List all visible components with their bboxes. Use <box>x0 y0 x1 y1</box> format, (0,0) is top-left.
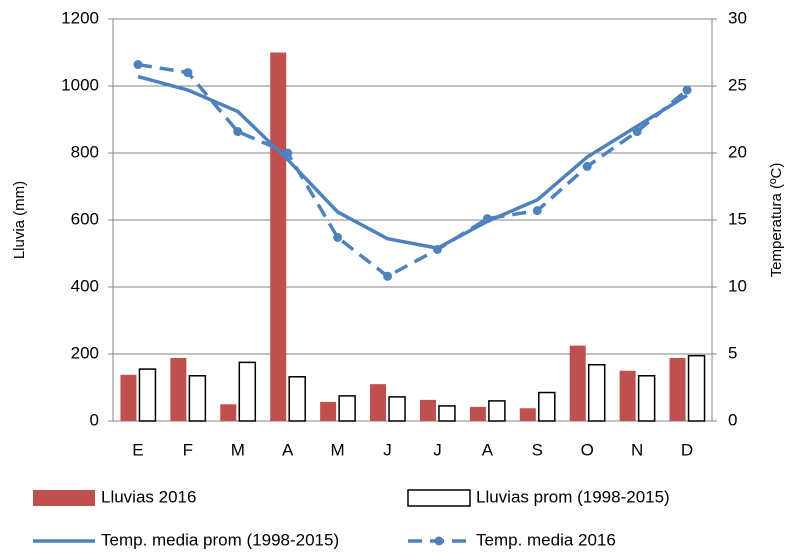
bar <box>619 370 636 421</box>
y-tick-label: 400 <box>71 276 99 295</box>
marker <box>133 60 143 70</box>
y2-tick-label: 25 <box>728 75 747 94</box>
bar <box>538 391 556 422</box>
y-tick-label: 800 <box>71 142 99 161</box>
y2-axis-label: Temperatura (ºC) <box>768 163 785 278</box>
bar <box>120 374 137 421</box>
bar <box>188 375 207 422</box>
y2-tick-label: 5 <box>728 343 737 362</box>
bar <box>488 400 506 422</box>
marker <box>632 127 642 137</box>
bar <box>388 396 406 422</box>
bar <box>669 358 686 421</box>
line <box>137 74 688 250</box>
bar <box>419 399 436 421</box>
marker <box>532 206 542 216</box>
y2-tick-label: 10 <box>728 276 747 295</box>
y2-tick-label: 20 <box>728 142 747 161</box>
y-axis-label: Lluvia (mm) <box>11 181 28 259</box>
marker <box>482 214 492 224</box>
legend-swatch <box>33 490 95 506</box>
x-tick-label: D <box>681 440 693 459</box>
bar <box>338 395 356 422</box>
y2-tick-label: 30 <box>728 8 747 27</box>
legend-label: Lluvias 2016 <box>101 487 196 506</box>
x-tick-label: E <box>132 440 143 459</box>
bar <box>170 358 187 421</box>
bar <box>288 376 306 422</box>
marker <box>183 68 193 78</box>
x-tick-label: A <box>482 440 494 459</box>
legend-label: Lluvias prom (1998-2015) <box>476 487 670 506</box>
y-tick-label: 1000 <box>61 75 99 94</box>
bar <box>270 52 287 421</box>
legend-label: Temp. media prom (1998-2015) <box>101 530 339 549</box>
x-tick-label: F <box>183 440 193 459</box>
bar <box>320 401 337 421</box>
marker <box>432 244 442 254</box>
bar <box>637 375 656 422</box>
legend-label: Temp. media 2016 <box>476 530 616 549</box>
bar <box>687 354 706 422</box>
bar <box>370 384 387 421</box>
legend-swatch <box>407 489 471 507</box>
marker <box>333 232 343 242</box>
bar <box>138 368 157 422</box>
x-tick-label: O <box>581 440 594 459</box>
marker <box>582 161 592 171</box>
y2-tick-label: 0 <box>728 410 737 429</box>
x-tick-label: A <box>282 440 294 459</box>
line <box>137 62 689 279</box>
x-tick-label: S <box>532 440 543 459</box>
y-tick-label: 600 <box>71 209 99 228</box>
y-tick-label: 0 <box>90 410 99 429</box>
bar <box>238 361 257 422</box>
x-tick-label: M <box>331 440 345 459</box>
marker <box>283 148 293 158</box>
bar <box>438 405 456 422</box>
x-tick-label: J <box>433 440 442 459</box>
bar <box>569 345 586 421</box>
marker <box>233 127 243 137</box>
bar <box>469 406 486 421</box>
bar <box>519 408 536 421</box>
bar <box>587 363 606 422</box>
y-tick-label: 200 <box>71 343 99 362</box>
y2-tick-label: 15 <box>728 209 747 228</box>
legend-marker <box>434 536 444 546</box>
x-tick-label: J <box>383 440 392 459</box>
marker <box>682 85 692 95</box>
bar <box>220 404 237 421</box>
y-tick-label: 1200 <box>61 8 99 27</box>
marker <box>383 271 393 281</box>
x-tick-label: M <box>231 440 245 459</box>
x-tick-label: N <box>631 440 643 459</box>
